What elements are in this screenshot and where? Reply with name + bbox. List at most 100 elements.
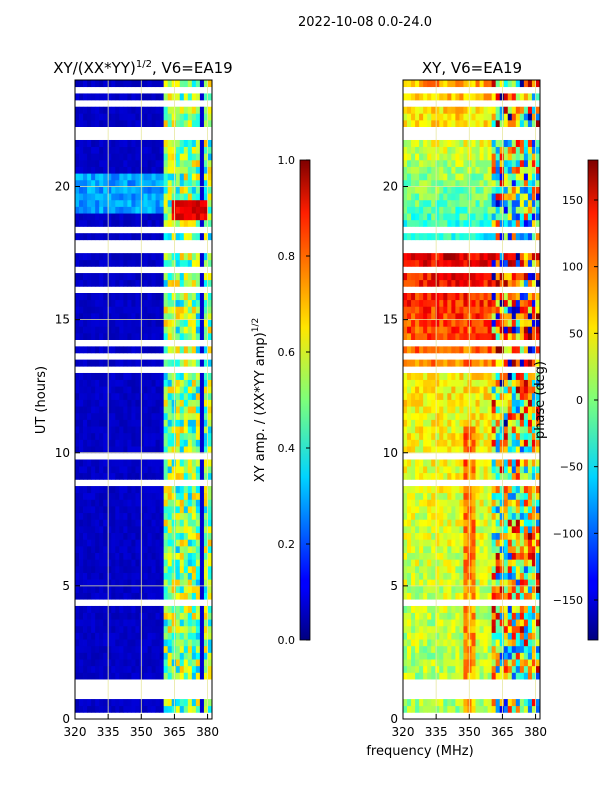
amplitude-cell bbox=[103, 419, 108, 427]
amplitude-cell bbox=[183, 439, 189, 447]
amplitude-cell bbox=[171, 672, 177, 680]
phase-cell bbox=[427, 386, 432, 394]
phase-cell bbox=[431, 565, 436, 573]
phase-cell bbox=[471, 506, 476, 514]
phase-cell bbox=[403, 319, 408, 327]
phase-cell bbox=[463, 332, 468, 340]
phase-cell bbox=[479, 699, 484, 707]
amplitude-cell bbox=[171, 80, 177, 88]
phase-panel-title: XY, V6=EA19 bbox=[422, 59, 522, 77]
phase-cell bbox=[531, 253, 537, 261]
phase-cell bbox=[419, 612, 424, 620]
amplitude-cell bbox=[151, 80, 156, 88]
phase-cell bbox=[439, 565, 444, 573]
phase-cell bbox=[479, 173, 484, 181]
phase-cell bbox=[503, 379, 509, 387]
amplitude-cell bbox=[115, 419, 120, 427]
phase-cell bbox=[447, 645, 452, 653]
amplitude-cell bbox=[143, 672, 148, 680]
amplitude-cell bbox=[163, 379, 169, 387]
amplitude-cell bbox=[111, 359, 116, 367]
phase-cell bbox=[483, 705, 489, 713]
phase-cell bbox=[535, 559, 541, 567]
phase-cell bbox=[499, 486, 505, 494]
amplitude-cell bbox=[159, 153, 165, 161]
phase-cell bbox=[503, 346, 509, 354]
amplitude-cell bbox=[99, 372, 104, 380]
phase-cell bbox=[435, 273, 440, 281]
amplitude-cell bbox=[143, 579, 148, 587]
phase-cell bbox=[503, 319, 509, 327]
phase-cell bbox=[459, 525, 464, 534]
phase-cell bbox=[447, 359, 452, 367]
amplitude-cell bbox=[187, 399, 193, 407]
phase-cell bbox=[403, 472, 408, 480]
amplitude-cell bbox=[175, 466, 181, 474]
amplitude-cell bbox=[111, 545, 116, 553]
phase-cell bbox=[491, 472, 497, 480]
amplitude-cell bbox=[151, 113, 156, 121]
amplitude-cell bbox=[199, 572, 205, 580]
phase-cell bbox=[419, 199, 424, 207]
phase-cell bbox=[439, 372, 444, 380]
amplitude-cell bbox=[191, 93, 197, 101]
amplitude-cell bbox=[83, 299, 88, 307]
phase-cell bbox=[475, 466, 480, 474]
amplitude-cell bbox=[75, 532, 80, 540]
phase-cell bbox=[495, 632, 501, 640]
phase-cell bbox=[423, 406, 428, 414]
amplitude-cell bbox=[167, 166, 173, 174]
amplitude-cell bbox=[127, 326, 132, 334]
phase-cell bbox=[447, 253, 452, 261]
amplitude-cell bbox=[155, 545, 161, 553]
phase-cell bbox=[423, 326, 428, 334]
phase-cell bbox=[403, 426, 408, 434]
phase-cell bbox=[491, 412, 497, 420]
amplitude-cell bbox=[91, 153, 96, 161]
amplitude-cell bbox=[195, 519, 201, 527]
amplitude-cell bbox=[107, 113, 112, 121]
phase-cell bbox=[535, 459, 541, 467]
amplitude-cell bbox=[203, 486, 209, 494]
phase-cell bbox=[475, 319, 480, 327]
phase-cell bbox=[443, 672, 448, 680]
phase-cell bbox=[407, 565, 412, 573]
phase-cell bbox=[407, 592, 412, 600]
phase-cell bbox=[483, 199, 489, 207]
phase-cell bbox=[427, 346, 432, 354]
phase-cell bbox=[443, 612, 448, 620]
amplitude-cell bbox=[207, 652, 213, 660]
phase-cell bbox=[415, 213, 420, 221]
amplitude-cell bbox=[79, 652, 84, 660]
amplitude-cell bbox=[187, 426, 193, 434]
amplitude-cell bbox=[111, 426, 116, 434]
phase-cell bbox=[459, 565, 464, 573]
amplitude-cell bbox=[183, 206, 189, 214]
phase-cell bbox=[527, 665, 533, 673]
amplitude-cell bbox=[199, 705, 205, 713]
phase-cell bbox=[535, 372, 541, 380]
amplitude-cell bbox=[79, 159, 84, 167]
phase-cell bbox=[435, 299, 440, 307]
phase-cell bbox=[427, 379, 432, 387]
amplitude-cell bbox=[203, 426, 209, 434]
amplitude-cell bbox=[203, 253, 209, 261]
phase-cell bbox=[419, 592, 424, 600]
phase-cell bbox=[403, 359, 408, 367]
amplitude-cell bbox=[207, 459, 213, 467]
amplitude-cell bbox=[99, 93, 104, 101]
amplitude-cell bbox=[151, 519, 156, 527]
phase-cell bbox=[475, 412, 480, 420]
phase-cell bbox=[515, 359, 521, 367]
amplitude-cell bbox=[95, 93, 100, 101]
amplitude-cell bbox=[171, 173, 177, 181]
amplitude-cell bbox=[123, 579, 128, 587]
amplitude-cell bbox=[147, 446, 152, 454]
phase-cell bbox=[443, 386, 448, 394]
amplitude-cell bbox=[79, 612, 84, 620]
phase-cell bbox=[499, 705, 505, 713]
phase-cell bbox=[415, 639, 420, 647]
amplitude-cell bbox=[107, 432, 112, 440]
amplitude-cell bbox=[111, 406, 116, 414]
phase-cell bbox=[439, 253, 444, 261]
